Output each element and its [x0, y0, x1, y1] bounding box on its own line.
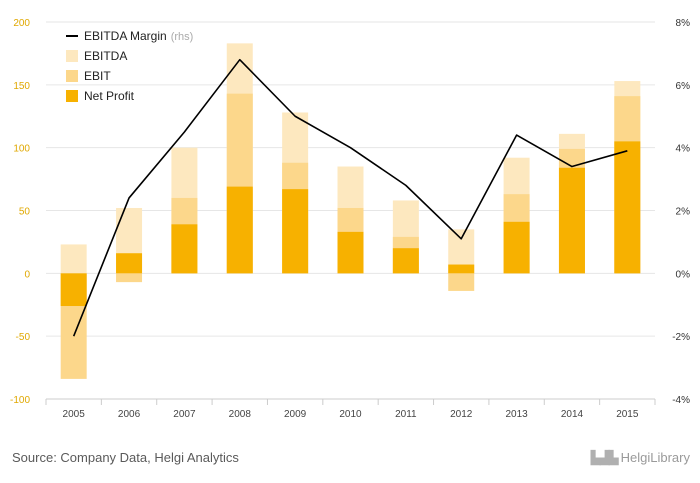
y-left-tick-label: -100: [10, 395, 30, 406]
net-profit-bar: [282, 189, 309, 274]
y-right-tick-label: 6%: [676, 81, 691, 92]
net-profit-bar: [60, 273, 87, 307]
y-right-tick-label: -4%: [672, 395, 690, 406]
source-note: Source: Company Data, Helgi Analytics: [12, 450, 239, 465]
x-tick-label: 2014: [561, 409, 584, 420]
x-tick-label: 2007: [173, 409, 196, 420]
ebitda-margin-polyline: [72, 58, 628, 337]
net-profit-bar: [226, 186, 253, 274]
y-left-tick-label: 50: [19, 207, 31, 218]
ebitda-margin-line: [72, 58, 628, 337]
x-axis: 2005 2006 2007 2008 2009 2010 2011 2012 2013 2014…: [45, 398, 656, 420]
legend-label-text: EBITDA Margin: [84, 29, 167, 43]
city-skyline-icon: ▙▟▙: [590, 450, 619, 465]
x-tick-label: 2009: [284, 409, 307, 420]
legend: EBITDA Margin (rhs) EBITDA EBIT Net Profit: [66, 29, 193, 103]
y-axis-right: -4% -2% 0% 2% 4% 6% 8%: [672, 18, 690, 406]
legend-label: EBITDA: [84, 49, 127, 63]
bars: [60, 43, 641, 379]
net-profit-bar: [614, 141, 641, 274]
ebit-bar: [448, 273, 475, 291]
x-tick-label: 2008: [229, 409, 252, 420]
net-profit-bar: [503, 221, 530, 274]
legend-label: EBIT: [84, 69, 111, 83]
legend-label-text: EBIT: [84, 69, 111, 83]
x-tick-label: 2006: [118, 409, 141, 420]
y-left-tick-label: 100: [13, 144, 30, 155]
net-profit-bar: [392, 248, 419, 274]
helgi-library-logo: ▙▟▙ HelgiLibrary: [591, 450, 690, 466]
x-tick-label: 2011: [395, 409, 417, 420]
ebit-bar: [116, 273, 143, 283]
net-profit-bar: [116, 253, 143, 274]
legend-box-swatch: [66, 50, 78, 62]
x-tick-label: 2010: [339, 409, 362, 420]
y-right-tick-label: 4%: [676, 144, 691, 155]
ebitda-bar: [60, 244, 87, 274]
legend-box-swatch: [66, 90, 78, 102]
legend-label-text: Net Profit: [84, 89, 135, 103]
y-left-tick-label: 200: [13, 18, 30, 29]
y-right-tick-label: 8%: [676, 18, 691, 29]
net-profit-bar: [337, 231, 364, 274]
y-axis-left: -100 -50 0 50 100 150 200: [10, 18, 30, 406]
legend-label-text: EBITDA: [84, 49, 127, 63]
legend-label: Net Profit: [84, 89, 135, 103]
y-left-tick-label: 150: [13, 81, 30, 92]
net-profit-bar: [448, 264, 475, 274]
net-profit-bar: [171, 224, 198, 274]
y-right-tick-label: 2%: [676, 207, 691, 218]
x-tick-label: 2005: [63, 409, 86, 420]
logo-text: HelgiLibrary: [620, 450, 690, 465]
chart: -100 -50 0 50 100 150 200 -4% -2% 0% 2% 4% 6% 8% 200…: [10, 18, 690, 420]
y-left-tick-label: 0: [24, 269, 30, 280]
y-right-tick-label: 0%: [676, 269, 691, 280]
x-tick-label: 2012: [450, 409, 473, 420]
net-profit-bar: [558, 167, 585, 274]
x-tick-label: 2015: [616, 409, 639, 420]
x-tick-label: 2013: [505, 409, 528, 420]
legend-label: EBITDA Margin (rhs): [84, 29, 193, 43]
y-right-tick-label: -2%: [672, 332, 690, 343]
y-left-tick-label: -50: [16, 332, 31, 343]
legend-rhs-note: (rhs): [171, 31, 194, 43]
legend-box-swatch: [66, 70, 78, 82]
